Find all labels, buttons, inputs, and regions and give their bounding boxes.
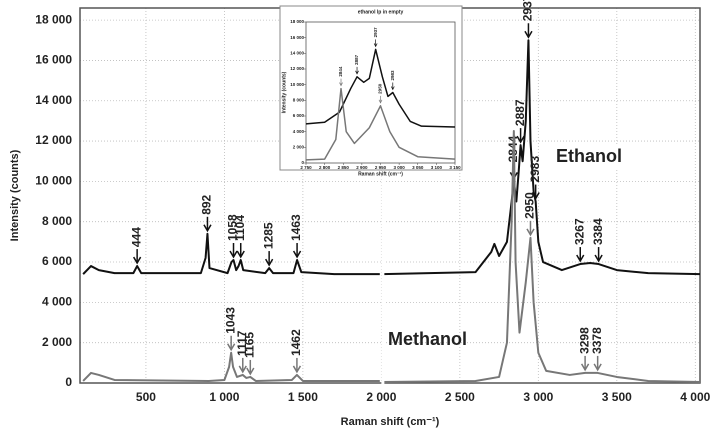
- peak-arrowhead: [227, 343, 236, 352]
- peak-arrowhead: [390, 86, 395, 91]
- series-label: Ethanol: [556, 146, 622, 166]
- y-tick-label: 6 000: [293, 113, 305, 118]
- y-tick-label: 0: [301, 160, 304, 165]
- inset-frame: [279, 5, 463, 171]
- x-tick-label: 1 500: [288, 390, 318, 404]
- peak-label: 1043: [223, 307, 237, 334]
- peak-label: 444: [129, 227, 143, 247]
- peak-arrowhead: [373, 43, 378, 48]
- peak-arrowhead: [355, 70, 359, 75]
- peak-label: 3384: [591, 218, 605, 245]
- y-tick-label: 6 000: [42, 254, 72, 268]
- x-tick-label: 500: [136, 390, 156, 404]
- x-tick-label: 2 750: [300, 165, 312, 170]
- peak-label: 1058: [226, 214, 240, 241]
- x-tick-label: 2 900: [356, 165, 368, 170]
- y-tick-label: 16 000: [290, 35, 304, 40]
- x-tick-label: 3 500: [602, 390, 632, 404]
- peak-label: 2983: [528, 156, 542, 183]
- y-tick-label: 16 000: [35, 53, 72, 67]
- peak-arrowhead: [594, 254, 603, 263]
- y-tick-label: 18 000: [290, 19, 304, 24]
- x-tick-label: 3 000: [523, 390, 553, 404]
- y-tick-label: 2 000: [293, 145, 305, 150]
- peak-label: 2950: [378, 83, 383, 94]
- y-tick-label: 14 000: [35, 93, 72, 107]
- peak-label: 1463: [289, 214, 303, 241]
- peak-label: 2937: [521, 0, 535, 21]
- x-tick-label: 2 800: [319, 165, 331, 170]
- x-axis-title: Raman shift (cm⁻¹): [358, 171, 403, 177]
- peak-label: 1104: [233, 215, 247, 241]
- y-tick-label: 8 000: [293, 98, 305, 103]
- spectrum-line: [82, 129, 701, 383]
- axis-break: [381, 9, 385, 388]
- peak-label: 3298: [577, 327, 591, 354]
- peak-label: 3378: [590, 327, 604, 354]
- peak-arrowhead: [292, 365, 302, 374]
- peak-arrowhead: [524, 30, 533, 39]
- peak-arrowhead: [246, 367, 255, 376]
- peak-label: 3267: [572, 218, 586, 245]
- y-tick-label: 12 000: [290, 66, 304, 71]
- x-tick-label: 3 100: [431, 165, 443, 170]
- y-tick-label: 4 000: [293, 129, 305, 134]
- peak-arrowhead: [238, 365, 247, 374]
- x-tick-label: 2 000: [366, 390, 396, 404]
- peak-arrowhead: [516, 135, 525, 144]
- axes-frame: [305, 21, 456, 164]
- peak-arrowhead: [580, 363, 590, 372]
- x-tick-label: 2 850: [338, 165, 350, 170]
- spectrum-line: [82, 39, 701, 276]
- x-tick-label: 1 000: [209, 390, 239, 404]
- peak-label: 2983: [390, 70, 395, 81]
- peak-arrowhead: [292, 250, 302, 259]
- peak-arrowhead: [576, 254, 585, 263]
- peak-label: 2887: [354, 54, 359, 65]
- y-tick-label: 10 000: [35, 174, 72, 188]
- peak-arrowhead: [229, 250, 238, 259]
- x-tick-label: 3 050: [412, 165, 424, 170]
- y-axis-title: Intensity (counts): [281, 71, 287, 113]
- plot-area: 0 2 000 4 000 6 000 8 000 10 000 12 000 14 000 1…: [281, 19, 461, 177]
- peak-arrowhead: [526, 228, 535, 237]
- peak-arrowhead: [203, 224, 212, 233]
- peak-arrowhead: [132, 256, 142, 265]
- peak-arrowhead: [593, 363, 602, 372]
- peak-arrowhead: [531, 192, 540, 201]
- peak-label: 2887: [513, 99, 527, 126]
- peak-arrowhead: [339, 82, 343, 87]
- peak-label: 1285: [261, 222, 275, 249]
- inset-title: ethanol lp in empty: [358, 9, 404, 15]
- y-tick-label: 18 000: [35, 12, 72, 26]
- x-axis-title: Raman shift (cm⁻¹): [341, 416, 440, 428]
- y-tick-label: 10 000: [290, 82, 304, 87]
- peak-label: 1165: [242, 332, 256, 358]
- peak-arrowhead: [236, 250, 245, 259]
- x-tick-label: 2 950: [375, 165, 387, 170]
- series-label-bg: [552, 145, 618, 169]
- peak-arrowhead: [378, 99, 383, 104]
- x-tick-label: 4 000: [680, 390, 710, 404]
- peak-arrowhead: [264, 258, 274, 267]
- peak-label: 892: [200, 194, 214, 214]
- spectrum-line: [305, 87, 456, 161]
- y-tick-label: 0: [65, 375, 72, 389]
- series-label: Methanol: [388, 329, 467, 349]
- peak-label: 1117: [235, 330, 249, 356]
- peak-label: 2950: [523, 192, 537, 219]
- y-tick-label: 8 000: [42, 214, 72, 228]
- peak-label: 2844: [338, 66, 343, 77]
- y-axis-title: Intensity (counts): [9, 149, 21, 241]
- x-tick-label: 3 150: [449, 165, 461, 170]
- y-tick-label: 4 000: [42, 295, 72, 309]
- y-tick-label: 12 000: [35, 133, 72, 147]
- y-tick-label: 2 000: [42, 335, 72, 349]
- peak-label: 2937: [373, 27, 378, 38]
- x-tick-label: 2 500: [445, 390, 475, 404]
- y-tick-label: 14 000: [290, 51, 304, 56]
- x-tick-label: 3 000: [393, 165, 405, 170]
- peak-label: 1462: [289, 329, 303, 356]
